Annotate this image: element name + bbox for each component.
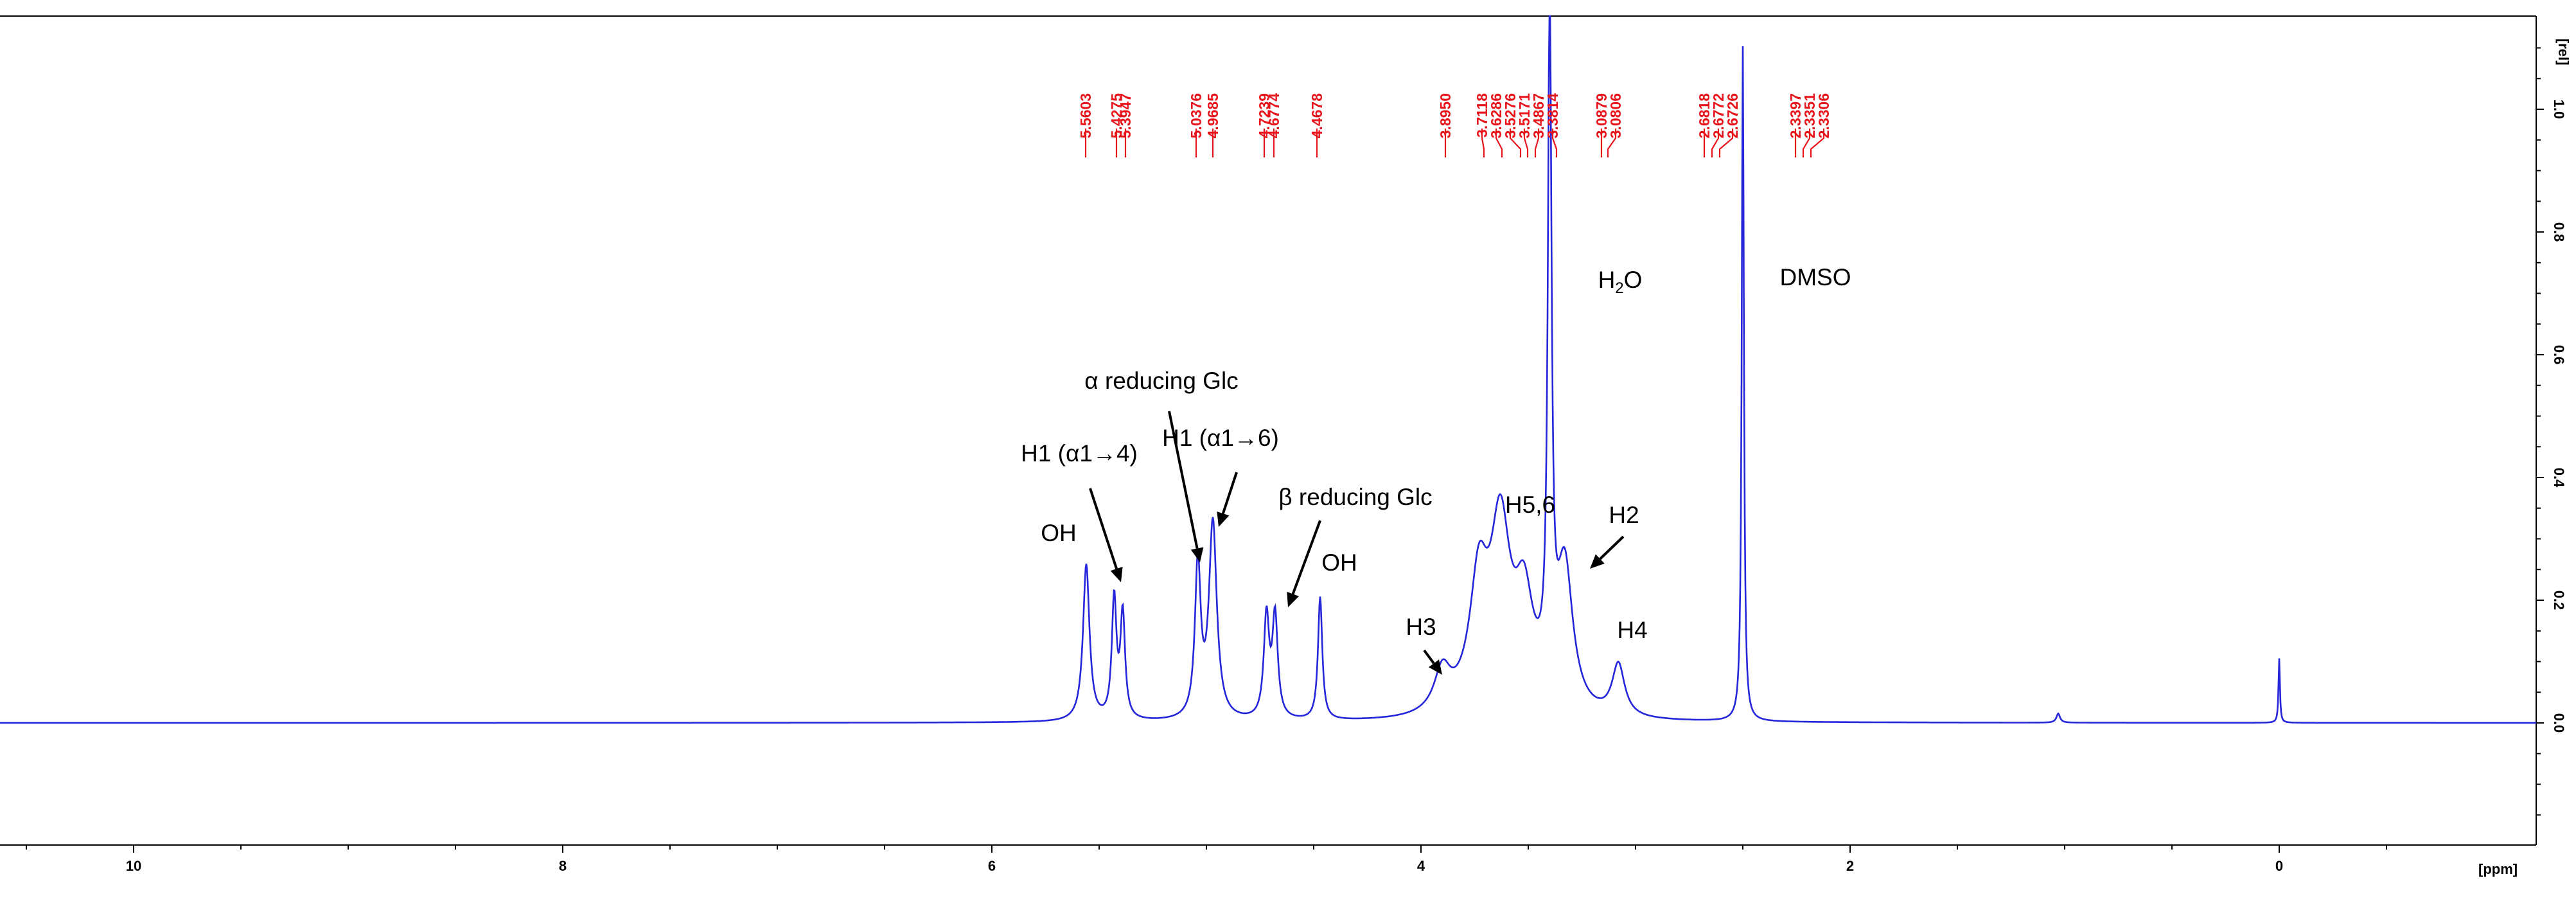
peak-annotation: H1 (α1→6) — [1162, 425, 1279, 451]
y-axis-ticks: 0.0 0.2 0.4 0.6 0.8 1.0 — [2536, 47, 2567, 816]
peak-annotation: H5,6 — [1505, 492, 1555, 518]
x-axis-unit-label: [ppm] — [2478, 861, 2518, 877]
y-tick-label: 0.4 — [2551, 468, 2567, 488]
peak-annotation: OH — [1321, 549, 1357, 576]
peak-annotation: H1 (α1→4) — [1021, 440, 1138, 467]
peak-pick-connector — [1523, 129, 1529, 157]
y-axis-unit-label: [rel] — [2555, 39, 2572, 66]
annotation-arrow-shaft — [1221, 472, 1238, 514]
annotation-arrow-head — [1217, 511, 1230, 527]
peak-pick-connector — [1718, 129, 1734, 157]
x-tick-label: 6 — [988, 858, 996, 874]
annotation-arrow-shaft — [1089, 488, 1118, 569]
x-tick-label: 0 — [2275, 858, 2283, 874]
x-tick-label: 10 — [126, 858, 141, 874]
peak-annotation: OH — [1041, 520, 1077, 546]
peak-pick-connector — [1495, 129, 1503, 157]
x-axis-ticks: 10 8 6 4 2 0 — [26, 845, 2387, 874]
annotation-arrow-head — [1287, 591, 1300, 607]
x-tick-label: 2 — [1846, 858, 1854, 874]
peak-annotation: H4 — [1617, 617, 1647, 643]
y-tick-label: 1.0 — [2551, 100, 2567, 120]
y-tick-label: 0.2 — [2551, 591, 2567, 610]
annotation-arrow-head — [1428, 659, 1442, 675]
annotation-arrow-shaft — [1599, 535, 1625, 560]
peak-annotation: H3 — [1406, 614, 1436, 640]
peak-pick-connector — [1607, 129, 1617, 157]
y-tick-label: 0.8 — [2551, 222, 2567, 242]
annotation-arrow-head — [1590, 554, 1605, 569]
plot-frame — [0, 15, 2537, 846]
spectrum-trace — [0, 15, 2536, 724]
peak-pick-connector — [1481, 129, 1485, 157]
peak-pick-connector — [1802, 129, 1811, 157]
peak-annotation: H2 — [1609, 502, 1639, 528]
y-tick-label: 0.6 — [2551, 345, 2567, 365]
annotation-arrow-head — [1110, 566, 1123, 582]
annotation-arrow-shaft — [1168, 411, 1199, 549]
peak-pick-connector — [1810, 129, 1825, 157]
annotation-arrows — [1089, 411, 1625, 675]
y-tick-label: 0.0 — [2551, 713, 2567, 733]
peak-annotation: DMSO — [1780, 264, 1851, 290]
x-tick-label: 4 — [1417, 858, 1425, 874]
peak-annotations: OH H1 (α1→4) α reducing Glc H1 (α1→6) β redu… — [1021, 264, 1851, 643]
peak-annotation: H2O — [1598, 267, 1643, 297]
peak-pick-connector — [1551, 129, 1558, 157]
peak-pick-connector — [1534, 129, 1540, 157]
peak-annotation: α reducing Glc — [1084, 368, 1238, 394]
annotation-arrow-shaft — [1291, 520, 1321, 595]
peak-pick-connector — [1711, 129, 1720, 157]
peak-pick-connector — [1509, 129, 1522, 157]
peak-annotation: β reducing Glc — [1278, 484, 1432, 510]
annotation-arrow-shaft — [1423, 649, 1435, 664]
annotation-arrow-head — [1190, 547, 1204, 562]
x-tick-label: 8 — [559, 858, 567, 874]
